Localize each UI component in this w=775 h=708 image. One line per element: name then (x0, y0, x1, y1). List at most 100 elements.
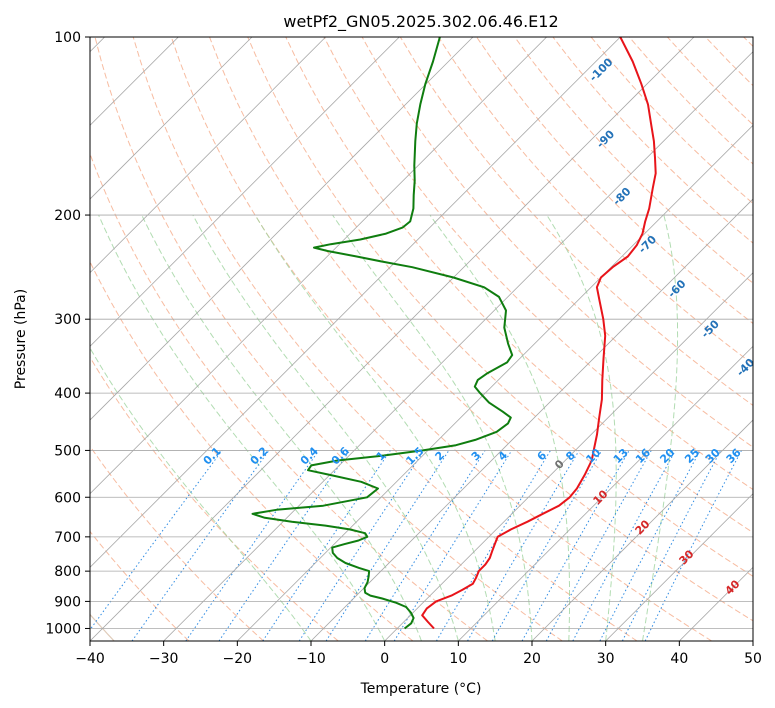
y-axis-label: Pressure (hPa) (13, 289, 29, 389)
y-tick-label: 900 (54, 594, 81, 610)
mixing-ratio-label: 20 (657, 446, 677, 466)
mixing-ratio-label: 1 (374, 449, 389, 464)
x-tick-label: 10 (449, 651, 467, 667)
x-tick-label: 20 (523, 651, 541, 667)
isotherm-line (752, 640, 753, 641)
mixing-ratio-label: 8 (563, 449, 578, 464)
y-tick-label: 200 (54, 208, 81, 224)
dry-adiabat-line (590, 37, 753, 205)
isotherm-line (605, 493, 753, 641)
background-lines (90, 37, 753, 641)
mixing-ratio-line (467, 450, 580, 641)
dry-adiabat-label: -80 (610, 185, 633, 208)
x-tick-label: −20 (223, 651, 253, 667)
mixing-ratio-label: 2 (433, 449, 448, 464)
dry-adiabat-label: 10 (591, 487, 611, 507)
y-tick-label: 100 (54, 30, 81, 46)
mixing-ratio-line (262, 450, 391, 641)
dry-adiabat-label: -100 (587, 55, 616, 84)
isotherm-line (531, 419, 753, 641)
dry-adiabat-line (514, 37, 753, 284)
mixing-ratio-line (185, 450, 320, 641)
dewpoint-line (251, 37, 514, 630)
dry-adiabat-line (90, 445, 264, 641)
moist-adiabat-line (332, 214, 533, 641)
profile-series (251, 37, 657, 630)
mixing-ratio-line (545, 450, 652, 641)
mixing-ratio-line (298, 450, 425, 641)
mixing-ratio-line (90, 450, 223, 631)
y-tick-label: 300 (54, 312, 81, 328)
y-axis: 100 200 300 400 500 600 700 800 900 1000 (45, 30, 90, 637)
dry-adiabat-label: 0 (552, 457, 567, 472)
dry-adiabat-line (132, 37, 638, 641)
mixing-ratio-line (218, 450, 351, 641)
dry-adiabat-line (552, 37, 753, 244)
mixing-ratio-label: 36 (724, 446, 744, 466)
x-tick-label: 30 (597, 651, 615, 667)
mixing-ratio-line (393, 450, 513, 641)
mixing-ratio-label: 13 (611, 446, 631, 466)
isotherm-line (90, 37, 326, 274)
dry-adiabat-line (90, 260, 414, 641)
dry-adiabat-label: 30 (677, 547, 697, 567)
dry-adiabat-label: 20 (633, 517, 653, 537)
dry-adiabat-line (247, 37, 753, 577)
isotherm-line (90, 37, 400, 347)
x-axis: −40 −30 −20 −10 0 10 20 30 40 50 (75, 641, 762, 667)
isotherm-line (237, 124, 753, 641)
isotherm-line (310, 198, 753, 641)
dry-adiabat-label: -90 (594, 127, 617, 150)
mixing-ratio-line (599, 450, 701, 641)
line-labels: -100-90-80-70-60-50-40-30-20-10010203040… (201, 55, 757, 597)
moist-adiabat-line (192, 214, 459, 641)
mixing-ratio-label: 30 (703, 446, 723, 466)
isotherm-line (384, 272, 753, 641)
mixing-ratio-label: 0.1 (201, 445, 224, 468)
isotherm-line (90, 37, 253, 200)
dry-adiabat-label: -70 (636, 233, 659, 256)
isotherm-line (90, 37, 621, 568)
x-tick-label: −30 (149, 651, 179, 667)
isotherm-line (90, 37, 547, 495)
y-tick-label: 500 (54, 443, 81, 459)
plot-frame (89, 36, 754, 642)
moist-adiabat-line (254, 214, 496, 641)
x-tick-label: 0 (380, 651, 389, 667)
y-tick-label: 400 (54, 386, 81, 402)
mixing-ratio-line (621, 450, 722, 641)
x-tick-label: 40 (670, 651, 688, 667)
dry-adiabat-line (170, 37, 712, 641)
dry-adiabat-line (743, 37, 753, 48)
dry-adiabat-line (90, 356, 339, 641)
temperature-line (421, 37, 657, 630)
dry-adiabat-line (209, 37, 753, 622)
moist-adiabat-line (642, 214, 679, 641)
moist-adiabat-line (141, 214, 422, 641)
y-tick-label: 1000 (45, 621, 81, 637)
dry-adiabat-line (285, 37, 753, 534)
mixing-ratio-line (644, 450, 742, 641)
x-tick-label: 50 (744, 651, 762, 667)
mixing-ratio-label: 25 (682, 446, 702, 466)
x-tick-label: −40 (75, 651, 105, 667)
mixing-ratio-label: 3 (469, 449, 484, 464)
dry-adiabat-line (437, 37, 753, 365)
y-tick-label: 600 (54, 490, 81, 506)
dry-adiabat-label: -50 (699, 317, 722, 340)
dry-adiabat-label: -60 (665, 277, 688, 300)
dry-adiabat-line (705, 37, 753, 87)
mixing-ratio-line (521, 450, 630, 641)
isotherm-line (90, 37, 695, 641)
chart-title: wetPf2_GN05.2025.302.06.46.E12 (283, 12, 558, 32)
isotherm-line (90, 37, 474, 421)
dry-adiabat-label: -40 (734, 356, 757, 379)
isotherm-line (458, 345, 753, 641)
mixing-ratio-line (325, 450, 450, 641)
dry-adiabat-line (90, 152, 488, 641)
dry-adiabat-line (90, 530, 190, 641)
moist-adiabat-line (90, 347, 312, 641)
y-tick-label: 700 (54, 530, 81, 546)
isotherm-line (679, 566, 753, 641)
